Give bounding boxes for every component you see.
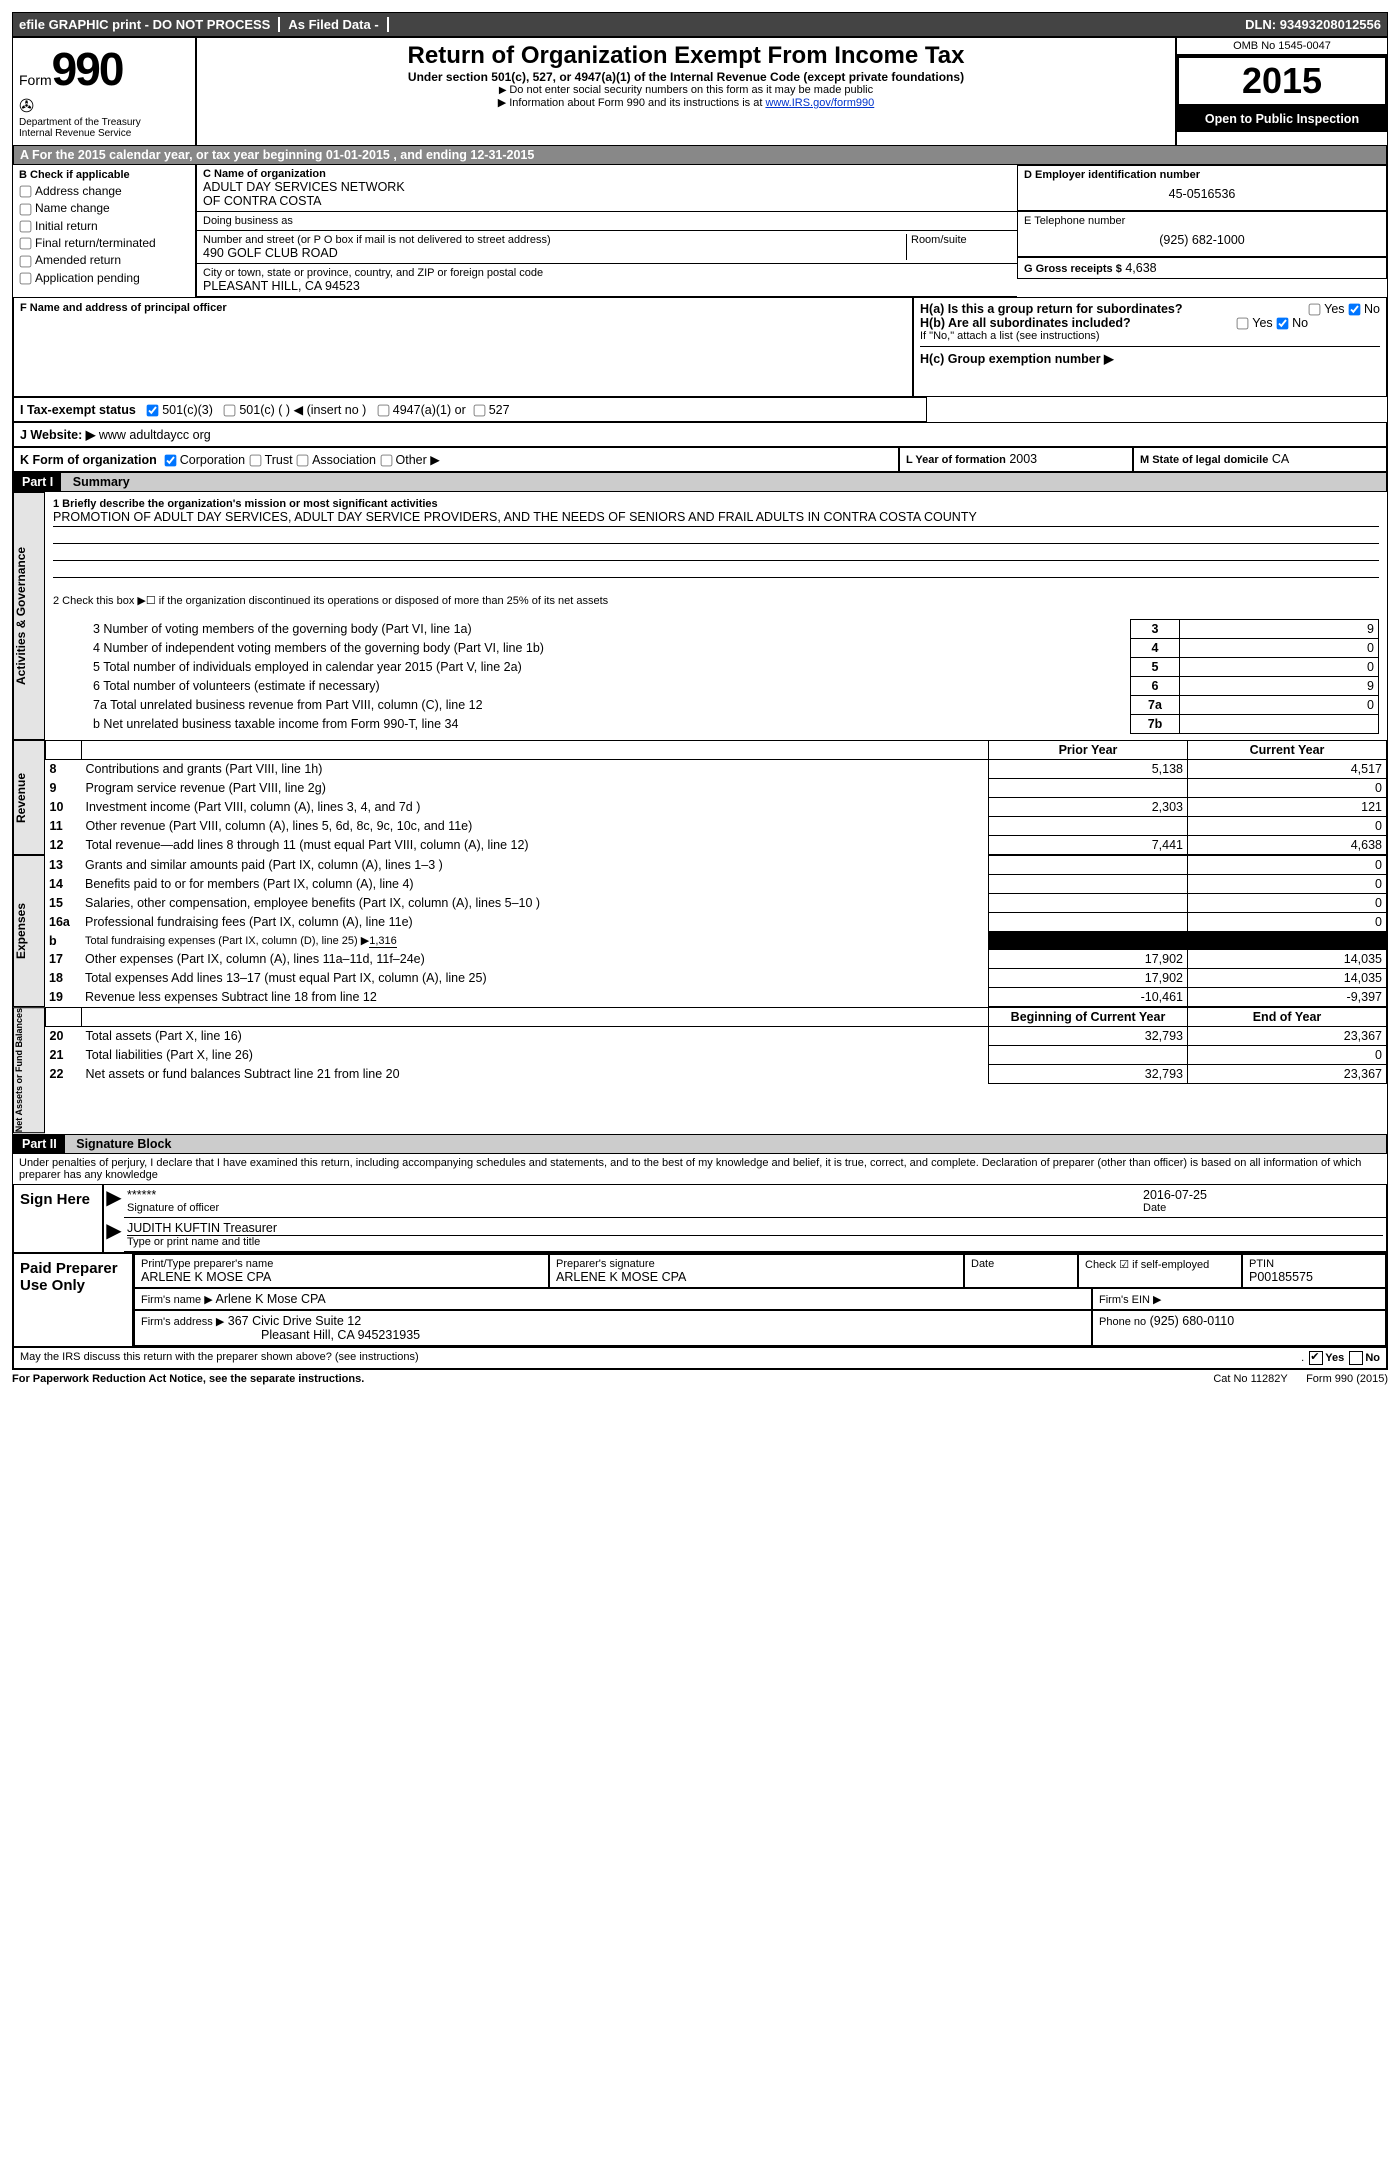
chk-501c[interactable] (224, 405, 236, 417)
l6: 6 Total number of volunteers (estimate i… (89, 677, 1131, 696)
street-label: Number and street (or P O box if mail is… (203, 234, 906, 246)
phone-label: E Telephone number (1024, 215, 1380, 227)
h-note: If "No," attach a list (see instructions… (920, 330, 1380, 342)
name-label: C Name of organization (203, 168, 1011, 180)
l3: 3 Number of voting members of the govern… (89, 620, 1131, 639)
firm-name: Arlene K Mose CPA (215, 1292, 325, 1306)
state-label: M State of legal domicile (1140, 454, 1268, 466)
efile-notice: efile GRAPHIC print - DO NOT PROCESS (19, 17, 280, 32)
year-form-label: L Year of formation (906, 454, 1006, 466)
tax-status-label: I Tax-exempt status (20, 403, 136, 417)
paid-preparer-label: Paid Preparer Use Only (14, 1254, 134, 1346)
pra-notice: For Paperwork Reduction Act Notice, see … (12, 1373, 364, 1385)
sig-date: 2016-07-25 (1143, 1188, 1383, 1202)
discuss-yes[interactable] (1309, 1351, 1323, 1365)
h-b: H(b) Are all subordinates included? Yes … (920, 316, 1380, 330)
sig-name: JUDITH KUFTIN Treasurer (127, 1221, 1383, 1236)
firm-addr2: Pleasant Hill, CA 945231935 (141, 1328, 420, 1342)
chk-initial-return[interactable] (20, 221, 32, 233)
chk-trust[interactable] (249, 455, 261, 467)
firm-addr1: 367 Civic Drive Suite 12 (228, 1314, 361, 1328)
chk-name-change[interactable] (20, 203, 32, 215)
room-label: Room/suite (911, 234, 1011, 246)
irs-link[interactable]: www.IRS.gov/form990 (765, 97, 874, 109)
l2-text: 2 Check this box ▶☐ if the organization … (53, 594, 1379, 607)
ptin: P00185575 (1249, 1270, 1379, 1284)
org-name-1: ADULT DAY SERVICES NETWORK (203, 180, 1011, 194)
discuss-no[interactable] (1349, 1351, 1363, 1365)
form-org-label: K Form of organization (20, 453, 157, 467)
website-value: www adultdaycc org (99, 428, 211, 442)
year-form-value: 2003 (1009, 452, 1037, 466)
officer-label: F Name and address of principal officer (20, 302, 906, 314)
preparer-name: ARLENE K MOSE CPA (141, 1270, 542, 1284)
gross-value: 4,638 (1125, 261, 1156, 275)
sidebar-governance: Activities & Governance (13, 492, 45, 740)
hb-yes[interactable] (1237, 318, 1249, 330)
state-value: CA (1272, 452, 1289, 466)
l4: 4 Number of independent voting members o… (89, 639, 1131, 658)
declaration: Under penalties of perjury, I declare th… (13, 1154, 1387, 1184)
sign-here-label: Sign Here (14, 1185, 104, 1252)
self-employed: Check ☑ if self-employed (1078, 1254, 1242, 1288)
dln: DLN: 93493208012556 (1245, 17, 1381, 32)
part-i-title: Summary (65, 475, 130, 489)
form-id-box: Form990 ✇ Department of the Treasury Int… (13, 38, 197, 145)
city-value: PLEASANT HILL, CA 94523 (203, 279, 1011, 293)
l1-text: PROMOTION OF ADULT DAY SERVICES, ADULT D… (53, 510, 1379, 527)
phone-value: (925) 682-1000 (1024, 227, 1380, 253)
top-bar: efile GRAPHIC print - DO NOT PROCESS As … (12, 12, 1388, 37)
year-box: OMB No 1545-0047 2015 Open to Public Ins… (1177, 38, 1387, 145)
ha-no[interactable] (1349, 304, 1361, 316)
sidebar-net-assets: Net Assets or Fund Balances (13, 1007, 45, 1133)
part-ii-title: Signature Block (68, 1137, 171, 1151)
part-ii-hdr: Part II (14, 1135, 65, 1153)
l1-label: 1 Briefly describe the organization's mi… (53, 498, 1379, 510)
form-footer: Form 990 (2015) (1306, 1373, 1388, 1385)
city-label: City or town, state or province, country… (203, 267, 1011, 279)
sidebar-revenue: Revenue (13, 740, 45, 855)
chk-other[interactable] (380, 455, 392, 467)
chk-corp[interactable] (164, 455, 176, 467)
l7a: 7a Total unrelated business revenue from… (89, 696, 1131, 715)
section-a-year: A For the 2015 calendar year, or tax yea… (13, 145, 1387, 165)
dba-label: Doing business as (203, 215, 1011, 227)
chk-501c3[interactable] (147, 405, 159, 417)
chk-amended-return[interactable] (20, 255, 32, 267)
part-i-hdr: Part I (14, 473, 61, 491)
sig-redacted: ****** (127, 1188, 1137, 1202)
hb-no[interactable] (1277, 318, 1289, 330)
chk-4947[interactable] (377, 405, 389, 417)
chk-final-return[interactable] (20, 238, 32, 250)
preparer-sig: ARLENE K MOSE CPA (556, 1270, 957, 1284)
sidebar-expenses: Expenses (13, 855, 45, 1007)
l7b: b Net unrelated business taxable income … (89, 715, 1131, 734)
org-name-2: OF CONTRA COSTA (203, 194, 1011, 208)
chk-assoc[interactable] (297, 455, 309, 467)
ha-yes[interactable] (1309, 304, 1321, 316)
discuss-question: May the IRS discuss this return with the… (20, 1351, 419, 1363)
website-label: J Website: ▶ (20, 428, 95, 442)
as-filed: As Filed Data - (288, 17, 388, 32)
chk-address-change[interactable] (20, 186, 32, 198)
l5: 5 Total number of individuals employed i… (89, 658, 1131, 677)
ein-value: 45-0516536 (1024, 181, 1380, 207)
section-b-checkboxes: B Check if applicable Address change Nam… (13, 165, 197, 297)
gross-label: G Gross receipts $ (1024, 263, 1122, 275)
street-value: 490 GOLF CLUB ROAD (203, 246, 906, 260)
h-c: H(c) Group exemption number ▶ (920, 346, 1380, 366)
form-title-box: Return of Organization Exempt From Incom… (197, 38, 1177, 145)
chk-application-pending[interactable] (20, 273, 32, 285)
ein-label: D Employer identification number (1024, 169, 1380, 181)
h-a: H(a) Is this a group return for subordin… (920, 302, 1380, 316)
cat-no: Cat No 11282Y (1213, 1373, 1287, 1385)
firm-phone: (925) 680-0110 (1150, 1314, 1235, 1328)
chk-527[interactable] (473, 405, 485, 417)
